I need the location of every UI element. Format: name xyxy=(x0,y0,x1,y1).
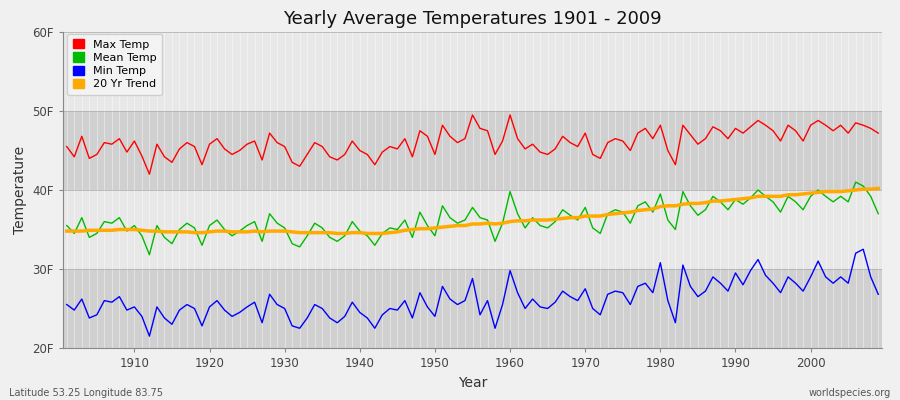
X-axis label: Year: Year xyxy=(458,376,487,390)
Bar xyxy=(63,32,882,111)
Legend: Max Temp, Mean Temp, Min Temp, 20 Yr Trend: Max Temp, Mean Temp, Min Temp, 20 Yr Tre… xyxy=(68,34,162,95)
Title: Yearly Average Temperatures 1901 - 2009: Yearly Average Temperatures 1901 - 2009 xyxy=(284,10,662,28)
Bar xyxy=(63,269,882,348)
Text: worldspecies.org: worldspecies.org xyxy=(809,388,891,398)
Bar xyxy=(63,190,882,269)
Text: Latitude 53.25 Longitude 83.75: Latitude 53.25 Longitude 83.75 xyxy=(9,388,163,398)
Bar xyxy=(63,111,882,190)
Y-axis label: Temperature: Temperature xyxy=(13,146,27,234)
